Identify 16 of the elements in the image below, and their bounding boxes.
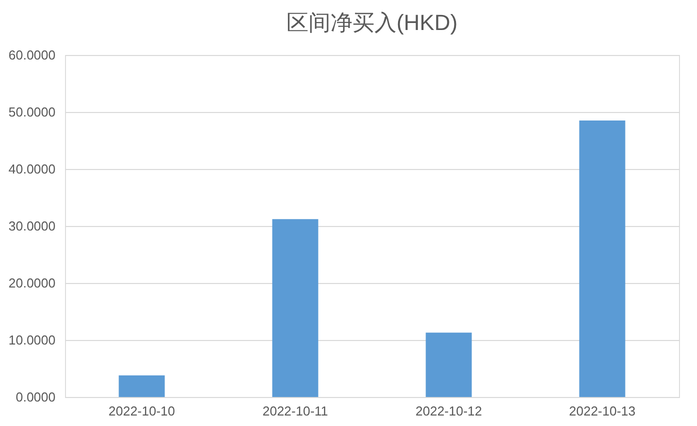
y-tick-label: 50.0000 — [8, 104, 56, 120]
bar — [118, 375, 165, 397]
chart-title: 区间净买入(HKD) — [286, 10, 458, 35]
x-tick-label: 2022-10-13 — [569, 404, 636, 418]
x-tick-label: 2022-10-12 — [416, 404, 482, 418]
y-tick-label: 40.0000 — [8, 162, 56, 176]
y-tick-label: 60.0000 — [8, 48, 56, 62]
x-tick-label: 2022-10-10 — [108, 404, 175, 418]
y-tick-label: 20.0000 — [8, 276, 56, 290]
y-tick-label: 10.0000 — [8, 332, 56, 348]
y-tick-label: 30.0000 — [8, 218, 56, 234]
x-tick-label: 2022-10-11 — [262, 404, 328, 418]
bar — [272, 219, 318, 397]
y-tick-label: 0.0000 — [16, 390, 56, 404]
bar — [426, 332, 472, 397]
bar — [579, 120, 626, 397]
